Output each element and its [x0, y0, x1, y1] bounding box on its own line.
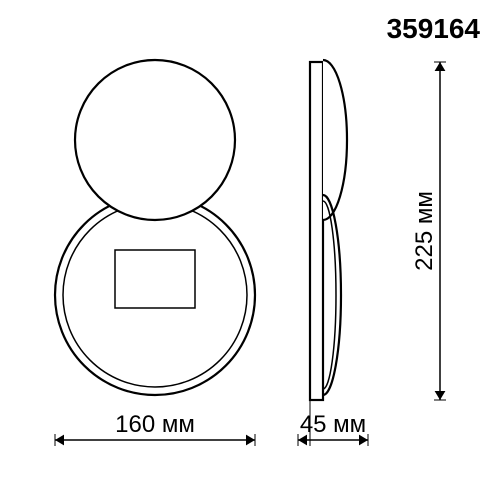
- side-lower-ring-inner: [323, 201, 336, 389]
- dim-depth-label: 45 мм: [300, 411, 366, 438]
- front-mount-plate: [115, 250, 195, 308]
- front-upper-circle: [75, 60, 235, 220]
- product-code: 359164: [387, 13, 481, 44]
- dim-width-label: 160 мм: [115, 411, 195, 438]
- dim-height-label: 225 мм: [411, 191, 438, 271]
- side-back-plate: [310, 62, 323, 400]
